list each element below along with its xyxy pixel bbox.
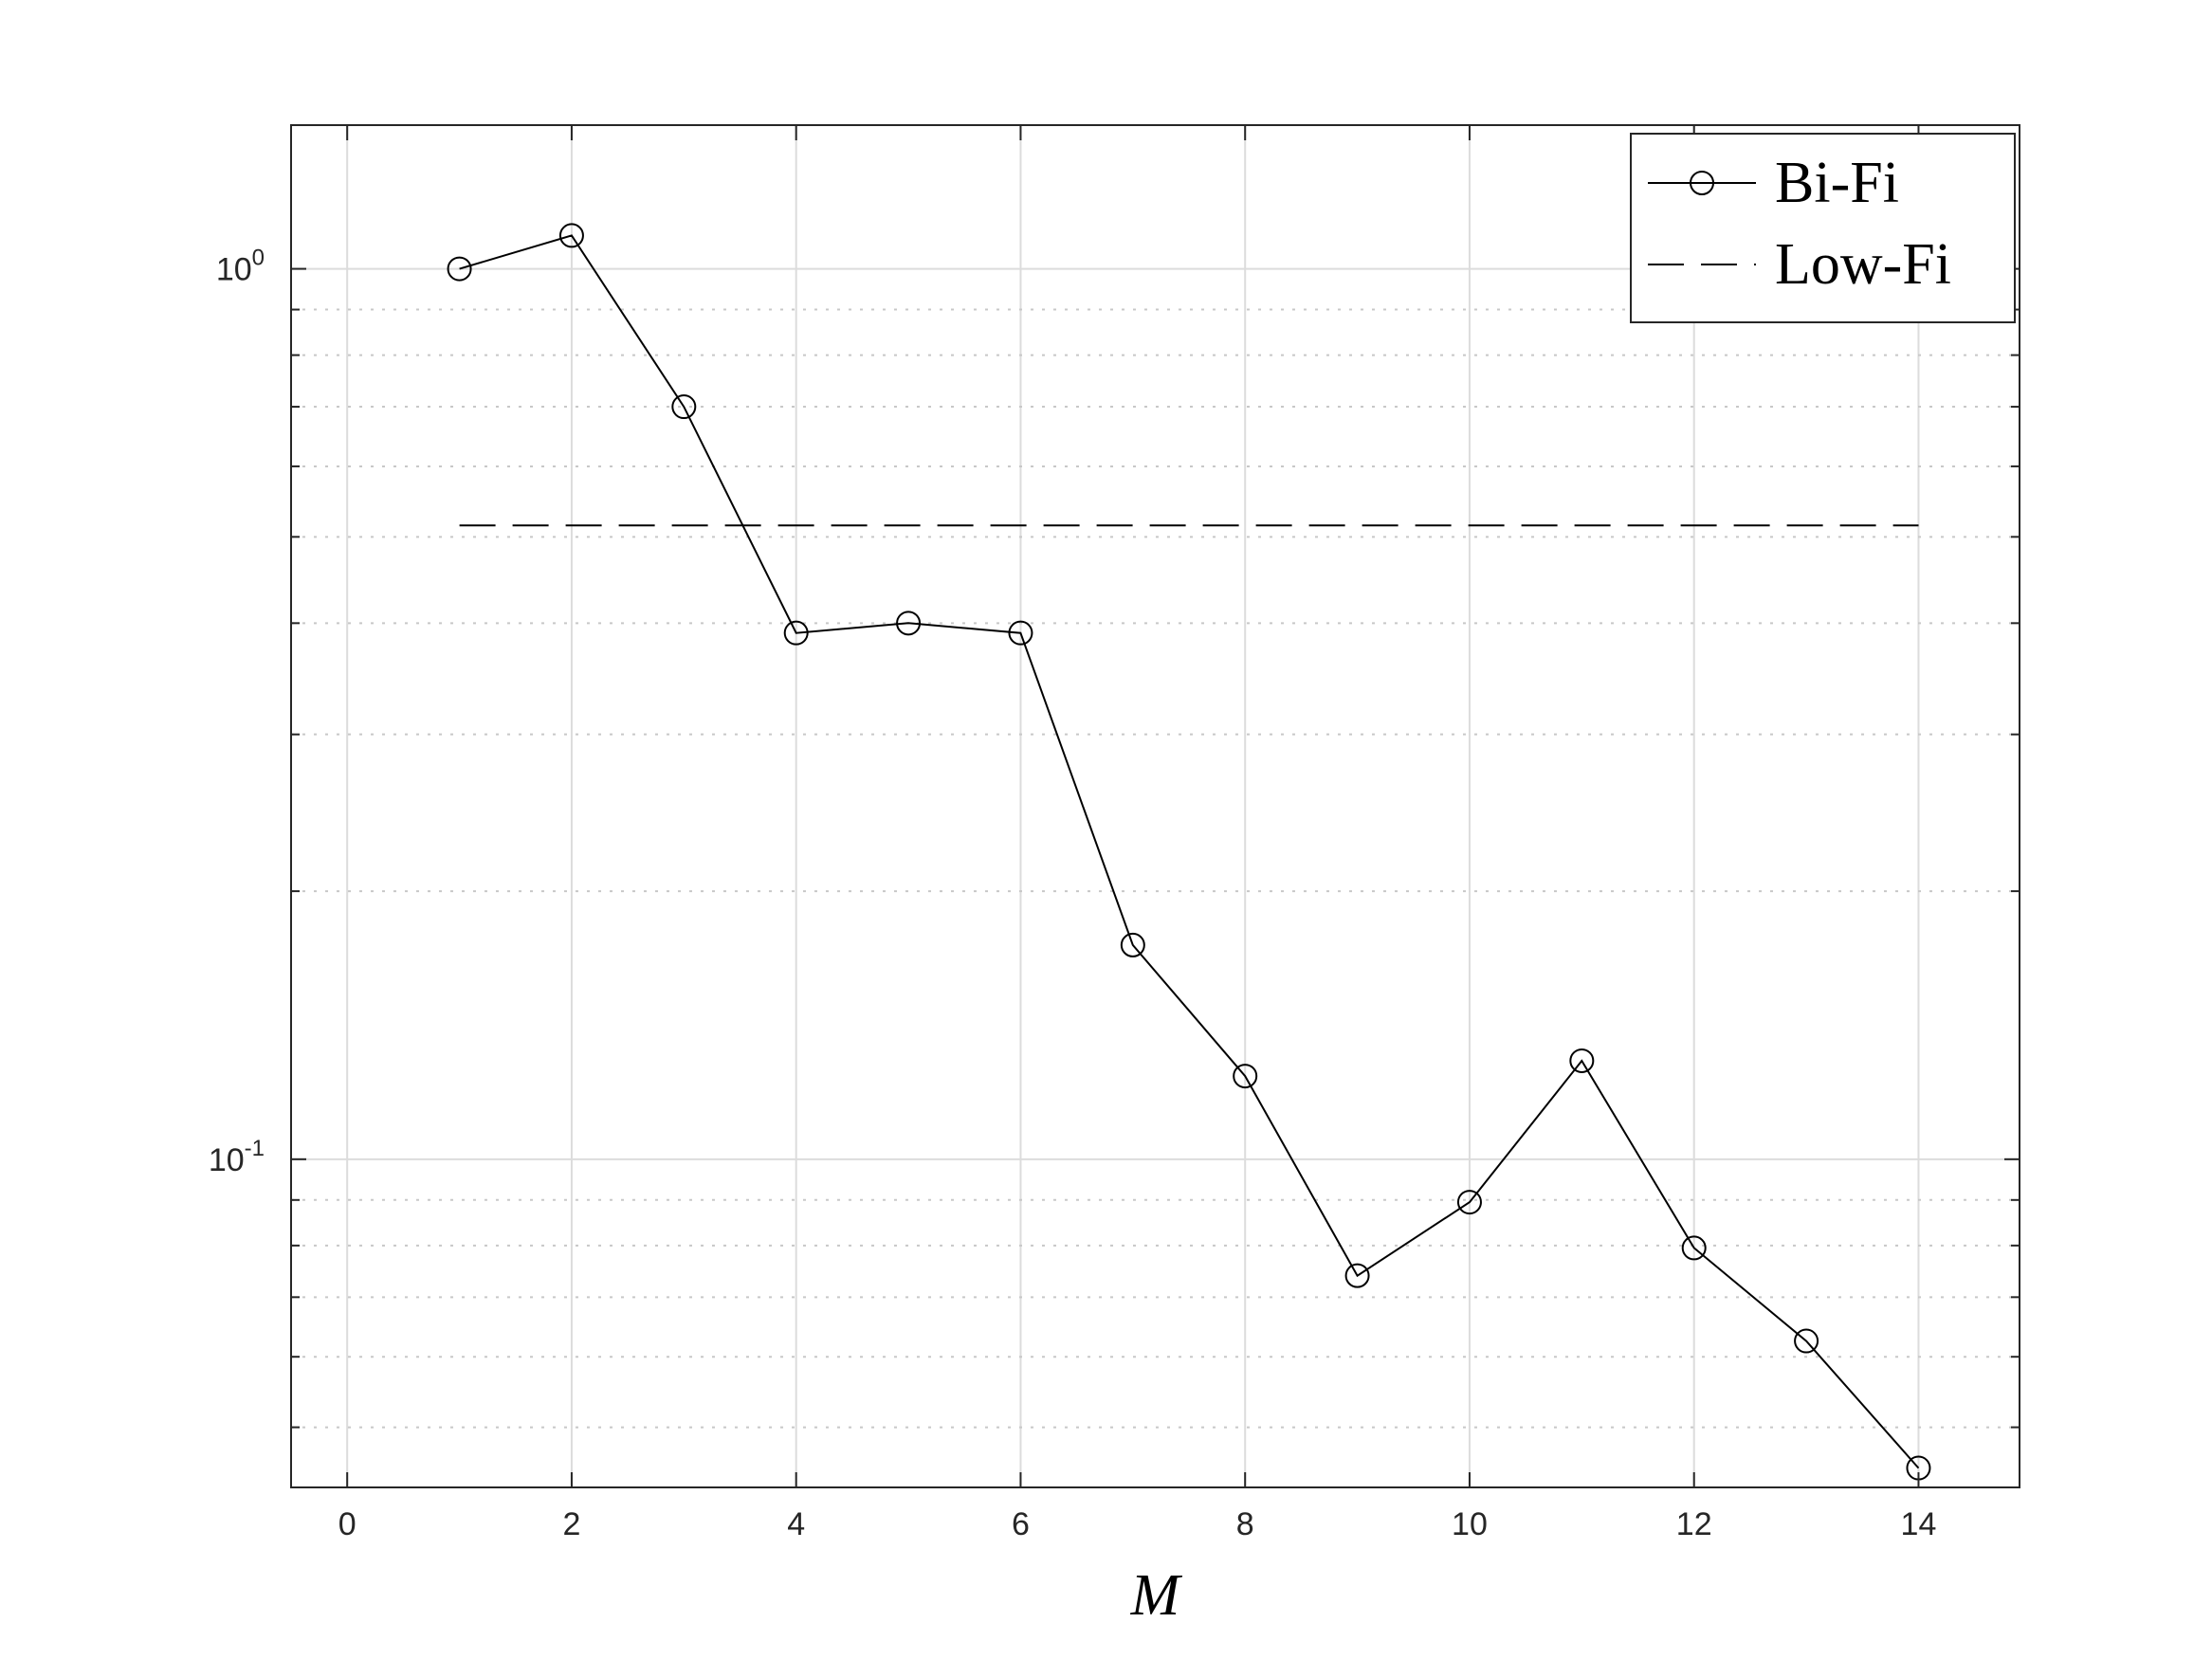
series-line-bi-fi	[459, 234, 1920, 1469]
data-point-marker	[783, 620, 809, 646]
data-point-marker	[558, 223, 584, 248]
y-tick-label: 100	[216, 246, 265, 288]
data-point-marker	[447, 256, 472, 282]
data-point-marker	[1008, 620, 1033, 646]
data-point-marker	[896, 611, 922, 636]
plot-frame	[290, 124, 2020, 1488]
grid	[291, 125, 2020, 1487]
y-tick-label-exponent: 0	[252, 246, 265, 271]
x-tick-label: 14	[1901, 1506, 1937, 1542]
x-tick-label: 12	[1676, 1506, 1712, 1542]
legend: Bi-Fi Low-Fi	[1630, 133, 2016, 323]
legend-label: Low-Fi	[1775, 232, 1951, 297]
data-point-marker	[671, 394, 697, 420]
data-point-marker	[1233, 1064, 1258, 1089]
data-point-marker	[1794, 1328, 1819, 1354]
data-point-marker	[1120, 932, 1145, 957]
x-tick-label: 4	[787, 1506, 805, 1542]
x-tick-label: 10	[1452, 1506, 1488, 1542]
axis-ticks	[291, 125, 2020, 1487]
plot-series	[447, 223, 1931, 1481]
legend-box	[1630, 133, 2016, 323]
data-point-marker	[1569, 1048, 1595, 1073]
data-point-marker	[1456, 1190, 1482, 1215]
legend-label: Bi-Fi	[1775, 151, 1899, 215]
x-axis-title: M	[1130, 1563, 1183, 1628]
x-tick-label: 0	[338, 1506, 356, 1542]
x-tick-label: 6	[1012, 1506, 1030, 1542]
y-tick-label-base: 10	[216, 252, 252, 288]
data-point-marker	[1344, 1263, 1370, 1288]
x-tick-label: 8	[1236, 1506, 1254, 1542]
data-point-marker	[1681, 1235, 1707, 1261]
y-tick-label-base: 10	[209, 1142, 245, 1178]
y-tick-label-exponent: -1	[245, 1136, 265, 1161]
y-tick-label: 10-1	[209, 1136, 265, 1178]
x-tick-label: 2	[562, 1506, 580, 1542]
legend-marker	[1690, 171, 1714, 195]
